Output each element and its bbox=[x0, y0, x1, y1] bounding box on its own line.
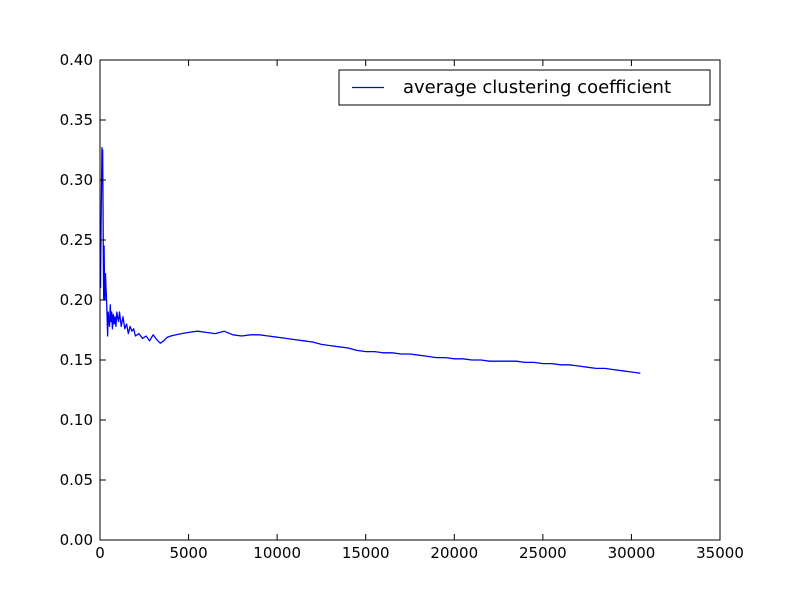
y-tick-label: 0.10 bbox=[60, 411, 93, 429]
x-tick-label: 20000 bbox=[430, 544, 478, 562]
y-tick-label: 0.30 bbox=[60, 171, 93, 189]
x-tick-label: 0 bbox=[95, 544, 105, 562]
y-tick-label: 0.40 bbox=[60, 51, 93, 69]
x-tick-label: 25000 bbox=[519, 544, 567, 562]
x-tick-label: 10000 bbox=[253, 544, 301, 562]
y-tick-label: 0.20 bbox=[60, 291, 93, 309]
x-tick-label: 35000 bbox=[696, 544, 744, 562]
y-tick-label: 0.25 bbox=[60, 231, 93, 249]
x-tick-label: 30000 bbox=[608, 544, 656, 562]
y-tick-label: 0.00 bbox=[60, 531, 93, 549]
plot-frame bbox=[99, 59, 721, 541]
series-layer bbox=[99, 146, 641, 374]
x-tick-label: 15000 bbox=[342, 544, 390, 562]
y-tick-label: 0.15 bbox=[60, 351, 93, 369]
legend: average clustering coefficient bbox=[338, 69, 711, 106]
x-tick-label: 5000 bbox=[169, 544, 207, 562]
y-tick-label: 0.05 bbox=[60, 471, 93, 489]
legend-label: average clustering coefficient bbox=[403, 77, 671, 98]
legend-box bbox=[338, 69, 711, 106]
ticks-layer: 0 5000 10000 15000 20000 25000 30000 35000 0.00 0… bbox=[60, 51, 744, 562]
series-line-0 bbox=[99, 146, 641, 374]
y-tick-label: 0.35 bbox=[60, 111, 93, 129]
